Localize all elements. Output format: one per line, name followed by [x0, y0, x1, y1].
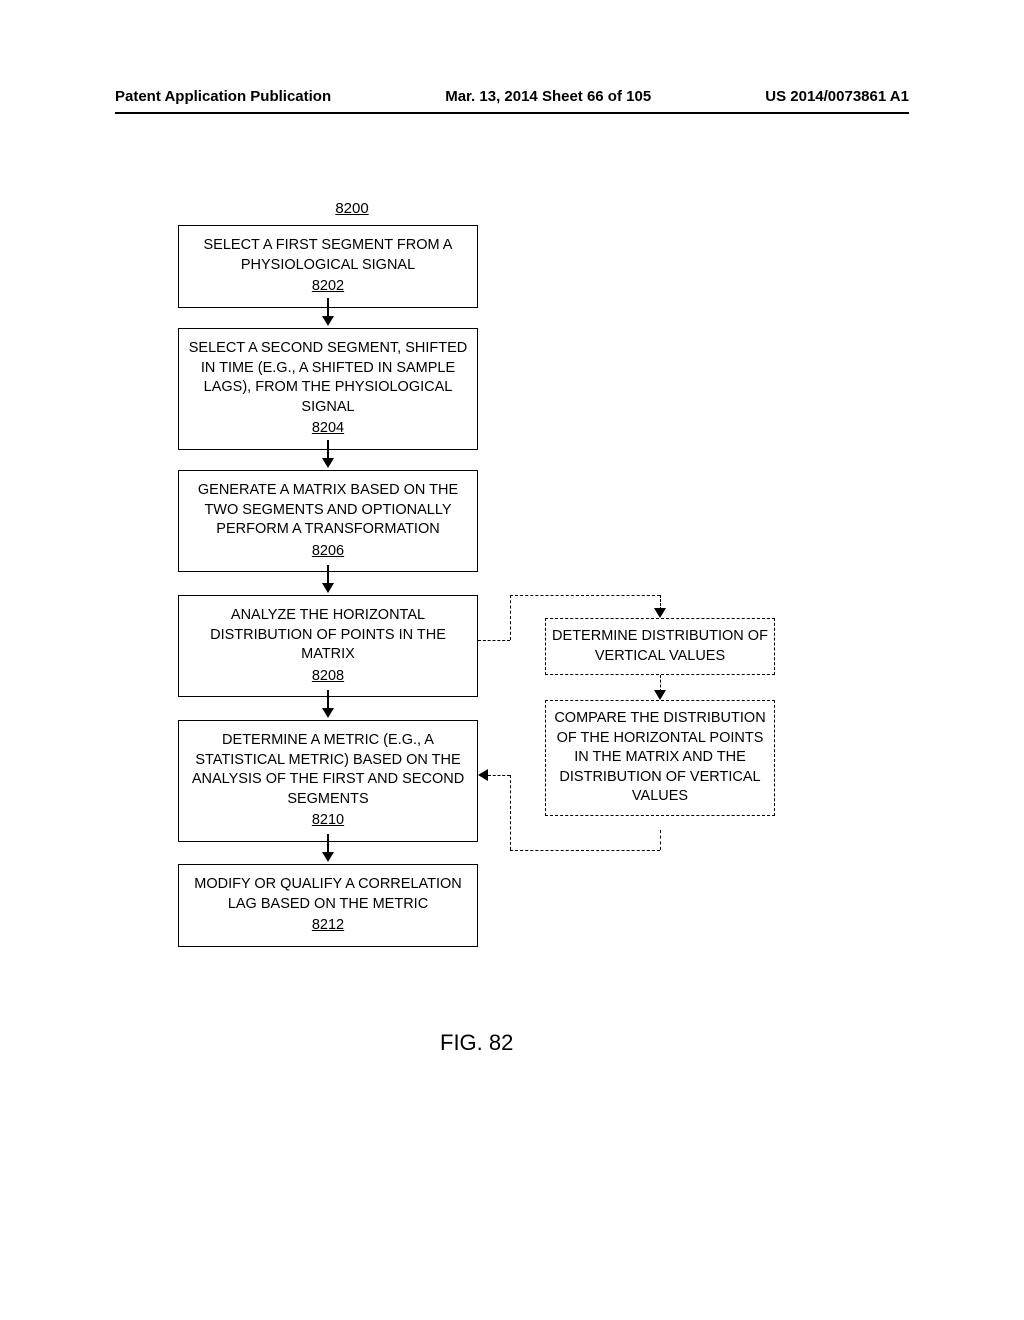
- page-header: Patent Application Publication Mar. 13, …: [115, 88, 909, 111]
- box-ref: 8204: [187, 419, 469, 439]
- arrow-line: [327, 690, 329, 710]
- arrow-head-down-icon: [322, 458, 334, 468]
- dash-connector: [510, 850, 660, 851]
- side-box-dist-vertical: DETERMINE DISTRIBUTION OF VERTICAL VALUE…: [545, 618, 775, 675]
- box-text: GENERATE A MATRIX BASED ON THE TWO SEGME…: [198, 482, 458, 537]
- flow-box-8202: SELECT A FIRST SEGMENT FROM A PHYSIOLOGI…: [178, 225, 478, 308]
- arrow-head-down-icon: [322, 708, 334, 718]
- flow-box-8210: DETERMINE A METRIC (E.G., A STATISTICAL …: [178, 720, 478, 842]
- dash-connector: [510, 595, 511, 640]
- dash-connector: [488, 775, 510, 776]
- flow-box-8206: GENERATE A MATRIX BASED ON THE TWO SEGME…: [178, 470, 478, 572]
- flowchart-diagram: 8200 SELECT A FIRST SEGMENT FROM A PHYSI…: [0, 200, 1024, 1200]
- box-ref: 8210: [187, 811, 469, 831]
- box-ref: 8212: [187, 916, 469, 936]
- dash-connector: [510, 595, 660, 596]
- box-text: SELECT A FIRST SEGMENT FROM A PHYSIOLOGI…: [204, 237, 453, 273]
- header-rule: [115, 112, 909, 114]
- arrow-line: [327, 834, 329, 854]
- header-center: Mar. 13, 2014 Sheet 66 of 105: [445, 88, 651, 105]
- box-text: MODIFY OR QUALIFY A CORRELATION LAG BASE…: [194, 876, 462, 912]
- dash-connector: [660, 830, 661, 850]
- arrow-head-down-icon: [322, 583, 334, 593]
- flow-box-8204: SELECT A SECOND SEGMENT, SHIFTED IN TIME…: [178, 328, 478, 450]
- header-right: US 2014/0073861 A1: [765, 88, 909, 105]
- box-text: SELECT A SECOND SEGMENT, SHIFTED IN TIME…: [189, 340, 468, 415]
- box-ref: 8206: [187, 542, 469, 562]
- box-text: DETERMINE A METRIC (E.G., A STATISTICAL …: [192, 732, 464, 807]
- side-box-compare: COMPARE THE DISTRIBUTION OF THE HORIZONT…: [545, 700, 775, 816]
- arrow-line: [327, 298, 329, 318]
- arrow-head-left-icon: [478, 769, 488, 781]
- arrow-head-down-icon: [322, 852, 334, 862]
- box-text: ANALYZE THE HORIZONTAL DISTRIBUTION OF P…: [210, 607, 446, 662]
- dash-connector: [478, 640, 510, 641]
- header-left: Patent Application Publication: [115, 88, 331, 105]
- arrow-head-down-icon: [322, 316, 334, 326]
- flow-box-8212: MODIFY OR QUALIFY A CORRELATION LAG BASE…: [178, 864, 478, 947]
- arrow-line: [327, 565, 329, 585]
- flow-box-8208: ANALYZE THE HORIZONTAL DISTRIBUTION OF P…: [178, 595, 478, 697]
- box-ref: 8208: [187, 667, 469, 687]
- box-text: COMPARE THE DISTRIBUTION OF THE HORIZONT…: [554, 710, 765, 804]
- arrow-line: [327, 440, 329, 460]
- box-text: DETERMINE DISTRIBUTION OF VERTICAL VALUE…: [552, 628, 768, 664]
- figure-number: 8200: [322, 200, 382, 217]
- box-ref: 8202: [187, 277, 469, 297]
- dash-connector: [510, 775, 511, 850]
- arrow-head-down-icon: [654, 690, 666, 700]
- figure-caption: FIG. 82: [440, 1030, 513, 1056]
- arrow-head-down-icon: [654, 608, 666, 618]
